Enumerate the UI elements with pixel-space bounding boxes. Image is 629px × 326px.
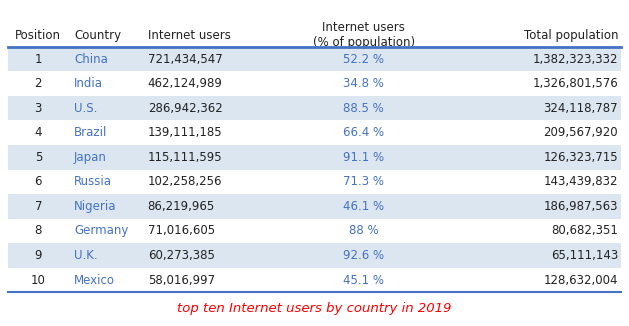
Bar bbox=[8, 120, 621, 145]
Text: 1,382,323,332: 1,382,323,332 bbox=[533, 52, 618, 66]
Text: 5: 5 bbox=[35, 151, 42, 164]
Text: 209,567,920: 209,567,920 bbox=[543, 126, 618, 139]
Text: Nigeria: Nigeria bbox=[74, 200, 116, 213]
Text: 71.3 %: 71.3 % bbox=[343, 175, 384, 188]
Text: 10: 10 bbox=[31, 274, 46, 287]
Text: 8: 8 bbox=[35, 224, 42, 237]
Text: 88.5 %: 88.5 % bbox=[343, 102, 384, 115]
Text: Country: Country bbox=[74, 29, 121, 42]
Text: Germany: Germany bbox=[74, 224, 128, 237]
Text: 1,326,801,576: 1,326,801,576 bbox=[533, 77, 618, 90]
Text: 86,219,965: 86,219,965 bbox=[148, 200, 215, 213]
Text: Internet users: Internet users bbox=[148, 29, 231, 42]
Text: 4: 4 bbox=[35, 126, 42, 139]
Text: Position: Position bbox=[15, 29, 62, 42]
Text: 91.1 %: 91.1 % bbox=[343, 151, 384, 164]
Text: 286,942,362: 286,942,362 bbox=[148, 102, 223, 115]
Text: 60,273,385: 60,273,385 bbox=[148, 249, 214, 262]
Text: 102,258,256: 102,258,256 bbox=[148, 175, 222, 188]
Text: 139,111,185: 139,111,185 bbox=[148, 126, 222, 139]
Text: 2: 2 bbox=[35, 77, 42, 90]
Text: India: India bbox=[74, 77, 103, 90]
Bar bbox=[8, 96, 621, 120]
Text: 6: 6 bbox=[35, 175, 42, 188]
Text: 128,632,004: 128,632,004 bbox=[543, 274, 618, 287]
Text: 80,682,351: 80,682,351 bbox=[552, 224, 618, 237]
Text: 46.1 %: 46.1 % bbox=[343, 200, 384, 213]
Text: 92.6 %: 92.6 % bbox=[343, 249, 384, 262]
Bar bbox=[8, 268, 621, 292]
Text: 462,124,989: 462,124,989 bbox=[148, 77, 223, 90]
Text: 115,111,595: 115,111,595 bbox=[148, 151, 222, 164]
Text: Total population: Total population bbox=[524, 29, 618, 42]
Text: 66.4 %: 66.4 % bbox=[343, 126, 384, 139]
Text: 7: 7 bbox=[35, 200, 42, 213]
Text: Japan: Japan bbox=[74, 151, 107, 164]
Text: Mexico: Mexico bbox=[74, 274, 115, 287]
Text: 88 %: 88 % bbox=[349, 224, 379, 237]
Text: 1: 1 bbox=[35, 52, 42, 66]
Text: 721,434,547: 721,434,547 bbox=[148, 52, 223, 66]
Text: 45.1 %: 45.1 % bbox=[343, 274, 384, 287]
Text: Russia: Russia bbox=[74, 175, 112, 188]
Text: 58,016,997: 58,016,997 bbox=[148, 274, 214, 287]
Text: 71,016,605: 71,016,605 bbox=[148, 224, 214, 237]
Text: 126,323,715: 126,323,715 bbox=[543, 151, 618, 164]
Text: 324,118,787: 324,118,787 bbox=[543, 102, 618, 115]
Text: 186,987,563: 186,987,563 bbox=[543, 200, 618, 213]
Bar bbox=[8, 71, 621, 96]
Text: U.S.: U.S. bbox=[74, 102, 97, 115]
Text: top ten Internet users by country in 2019: top ten Internet users by country in 201… bbox=[177, 302, 452, 315]
Bar bbox=[8, 145, 621, 170]
Text: 3: 3 bbox=[35, 102, 42, 115]
Bar bbox=[8, 194, 621, 219]
Text: 143,439,832: 143,439,832 bbox=[543, 175, 618, 188]
Bar bbox=[8, 243, 621, 268]
Bar bbox=[8, 47, 621, 71]
Text: U.K.: U.K. bbox=[74, 249, 97, 262]
Text: Brazil: Brazil bbox=[74, 126, 108, 139]
Text: Internet users
(% of population): Internet users (% of population) bbox=[313, 22, 415, 49]
Bar bbox=[8, 170, 621, 194]
Text: 34.8 %: 34.8 % bbox=[343, 77, 384, 90]
Bar bbox=[8, 24, 621, 47]
Bar bbox=[8, 219, 621, 243]
Text: 9: 9 bbox=[35, 249, 42, 262]
Text: 52.2 %: 52.2 % bbox=[343, 52, 384, 66]
Text: 65,111,143: 65,111,143 bbox=[551, 249, 618, 262]
Text: China: China bbox=[74, 52, 108, 66]
